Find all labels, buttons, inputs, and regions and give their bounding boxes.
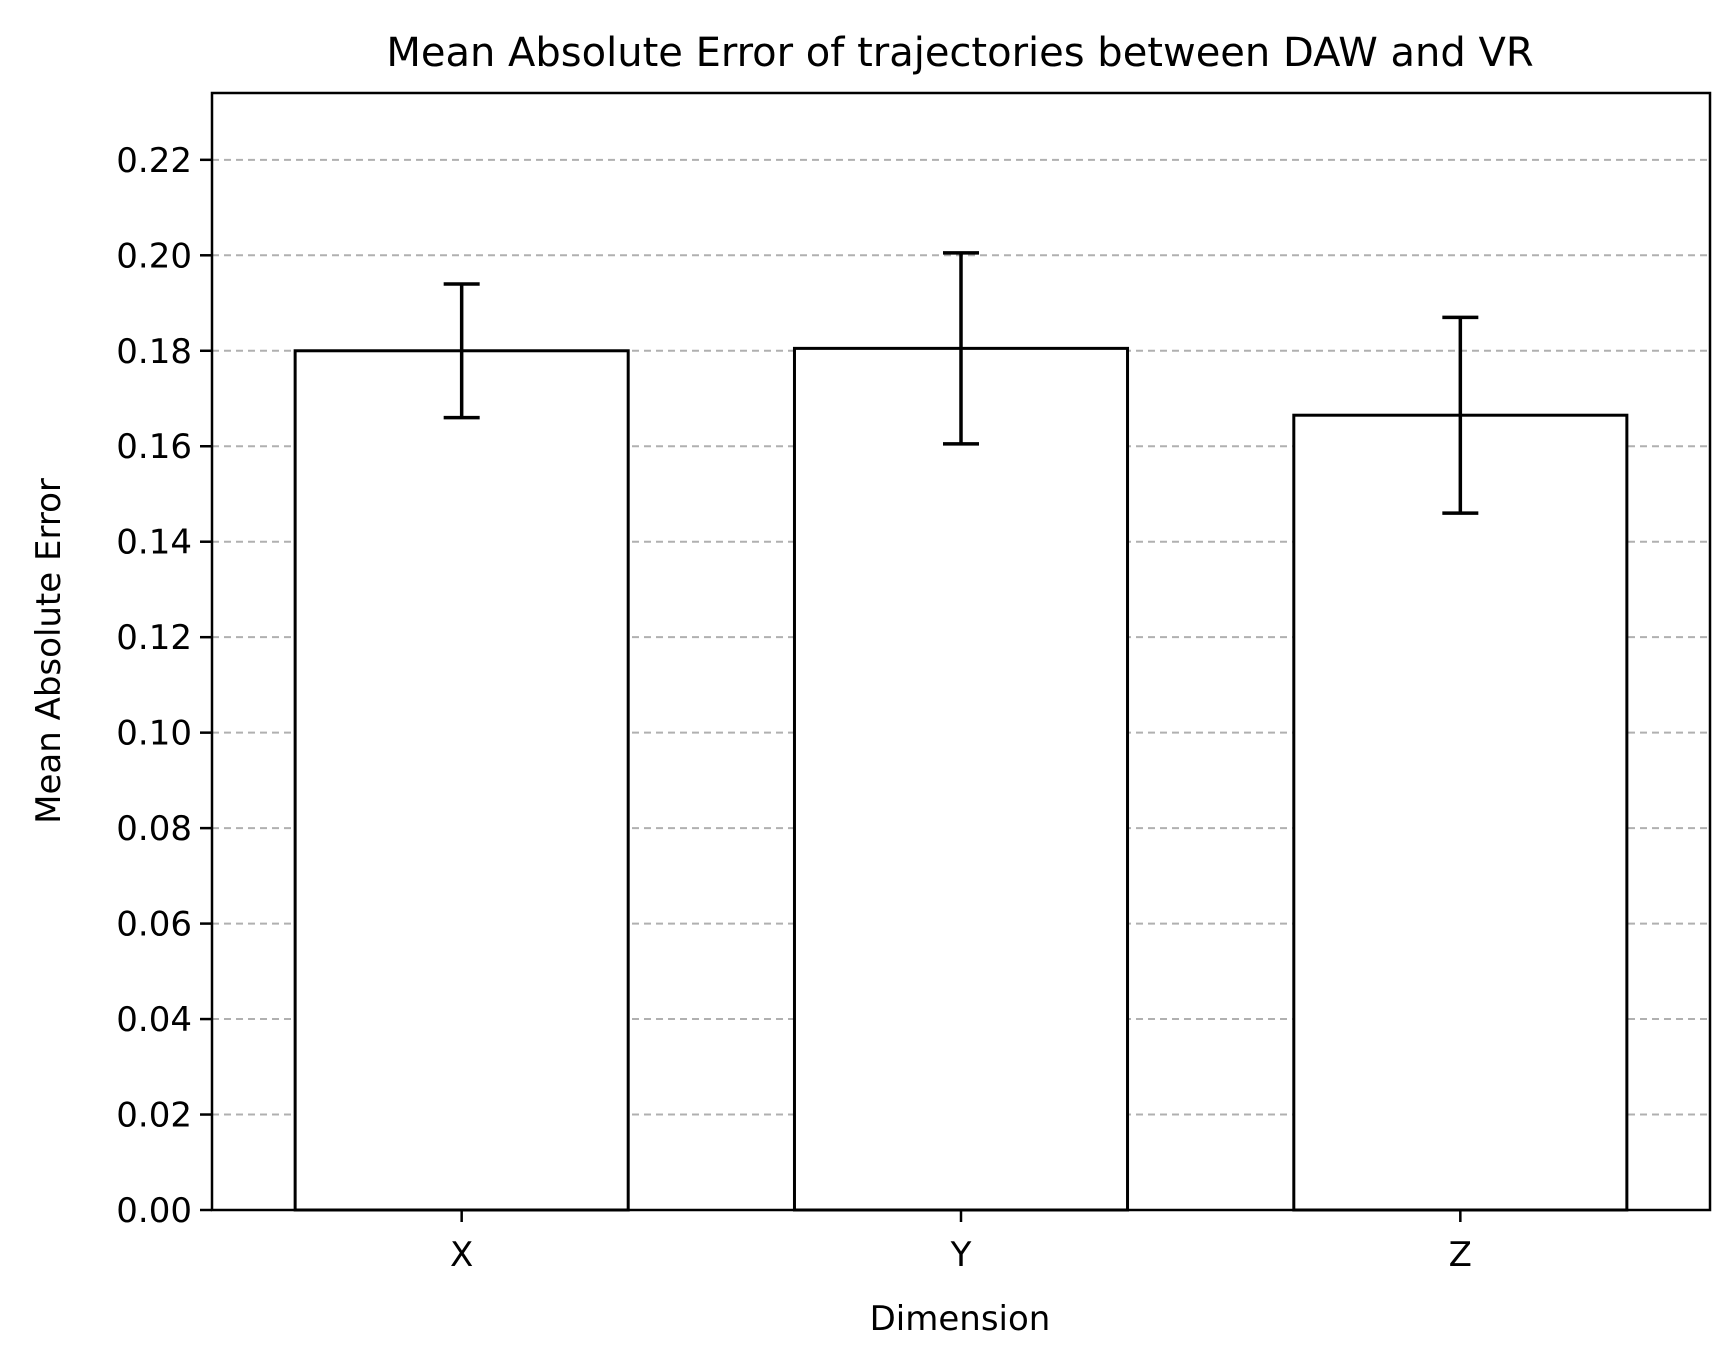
x-tick-label: Z: [1449, 1235, 1472, 1275]
x-axis-label: Dimension: [870, 1299, 1051, 1339]
x-tick-label: X: [450, 1235, 473, 1275]
y-axis-label: Mean Absolute Error: [29, 478, 69, 824]
y-axis-ticks: 0.00 0.02 0.04 0.06 0.08 0.10 0.12 0.14 0.16 0.18…: [116, 141, 212, 1231]
y-tick-label: 0.18: [116, 332, 192, 372]
bars: [293, 346, 1629, 1212]
bar-y: [792, 346, 1130, 1212]
y-tick-label: 0.04: [116, 1000, 192, 1040]
y-tick-label: 0.02: [116, 1096, 192, 1136]
x-tick-label: Y: [950, 1235, 972, 1275]
x-axis-ticks: X Y Z: [450, 1210, 1472, 1275]
y-tick-label: 0.08: [116, 809, 192, 849]
y-tick-label: 0.20: [116, 236, 192, 276]
y-tick-label: 0.16: [116, 427, 192, 467]
bar-x: [293, 349, 630, 1212]
y-tick-label: 0.22: [116, 141, 192, 181]
bar-z: [1292, 413, 1629, 1212]
chart-title: Mean Absolute Error of trajectories betw…: [386, 30, 1533, 76]
y-tick-label: 0.14: [116, 523, 192, 563]
y-tick-label: 0.06: [116, 905, 192, 945]
y-tick-label: 0.10: [116, 714, 192, 754]
error-bars: [443, 251, 1479, 515]
y-tick-label: 0.12: [116, 618, 192, 658]
y-tick-label: 0.00: [116, 1191, 192, 1231]
